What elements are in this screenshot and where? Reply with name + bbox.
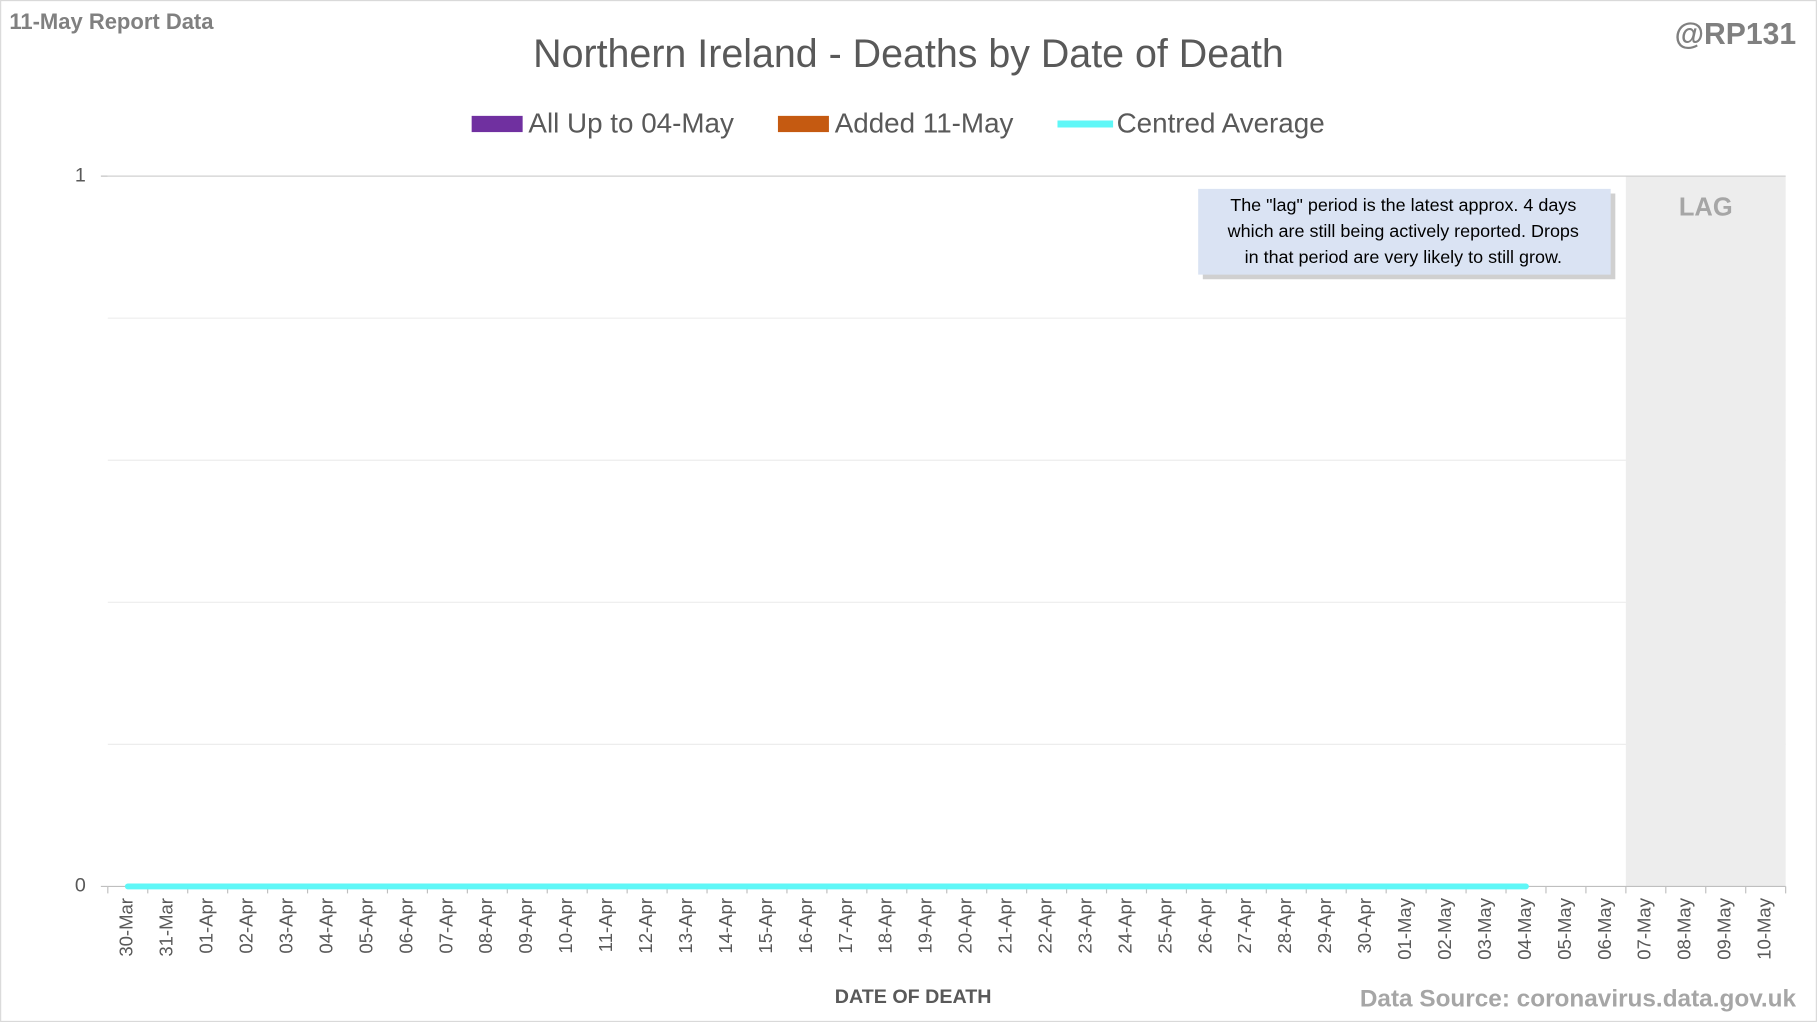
x-tick-label: 11-Apr bbox=[595, 898, 616, 952]
annotation-box bbox=[1198, 188, 1611, 275]
x-tick-label: 01-Apr bbox=[196, 898, 217, 954]
x-tick-label: 04-Apr bbox=[315, 898, 336, 954]
x-tick-label: 29-Apr bbox=[1314, 898, 1335, 954]
legend-swatch bbox=[777, 115, 829, 133]
x-tick-label: 24-Apr bbox=[1114, 898, 1135, 954]
x-tick-label: 06-Apr bbox=[395, 898, 416, 954]
legend-swatch bbox=[471, 115, 523, 133]
x-tick-label: 10-May bbox=[1754, 897, 1775, 959]
source: Data Source: coronavirus.data.gov.uk bbox=[1360, 985, 1797, 1012]
x-tick-label: 31-Mar bbox=[156, 898, 177, 957]
x-tick-label: 09-May bbox=[1714, 897, 1735, 959]
x-tick-label: 28-Apr bbox=[1274, 898, 1295, 954]
x-tick-label: 09-Apr bbox=[515, 898, 536, 954]
x-tick-label: 15-Apr bbox=[755, 898, 776, 954]
x-tick-label: 03-Apr bbox=[275, 898, 296, 954]
lag-region bbox=[1625, 176, 1786, 887]
x-tick-label: 20-Apr bbox=[955, 898, 976, 954]
chart-title: Northern Ireland - Deaths by Date of Dea… bbox=[533, 32, 1284, 76]
x-tick-label: 27-Apr bbox=[1234, 898, 1255, 954]
annotation: The "lag" period is the latest approx. 4… bbox=[1198, 188, 1616, 280]
x-tick-label: 07-May bbox=[1634, 897, 1655, 959]
x-tick-label: 02-Apr bbox=[236, 898, 257, 954]
x-tick-label: 08-May bbox=[1674, 897, 1695, 959]
y-tick-label: 0 bbox=[75, 875, 86, 897]
x-tick-label: 19-Apr bbox=[915, 898, 936, 954]
corner-label: 11-May Report Data bbox=[9, 9, 214, 34]
x-tick-label: 23-Apr bbox=[1074, 898, 1095, 954]
x-tick-label: 02-May bbox=[1434, 897, 1455, 959]
handle: @RP131 bbox=[1675, 18, 1796, 51]
legend-item: All Up to 04-May bbox=[471, 107, 734, 138]
x-tick-label: 26-Apr bbox=[1194, 898, 1215, 954]
legend-label: Added 11-May bbox=[835, 107, 1014, 138]
legend-item: Added 11-May bbox=[777, 107, 1014, 138]
x-tick-label: 12-Apr bbox=[635, 898, 656, 954]
annotation-text: in that period are very likely to still … bbox=[1245, 247, 1562, 267]
x-tick-label: 18-Apr bbox=[875, 898, 896, 954]
x-tick-label: 05-May bbox=[1554, 897, 1575, 959]
x-tick-label: 21-Apr bbox=[995, 898, 1016, 954]
x-tick-label: 06-May bbox=[1594, 897, 1615, 959]
x-tick-label: 04-May bbox=[1514, 897, 1535, 959]
annotation-text: which are still being actively reported.… bbox=[1227, 221, 1579, 241]
y-tick-label: 1 bbox=[75, 164, 86, 186]
x-tick-label: 30-Mar bbox=[116, 898, 137, 957]
x-tick-label: 01-May bbox=[1394, 897, 1415, 959]
lag-label: LAG bbox=[1679, 193, 1733, 221]
x-tick-label: 17-Apr bbox=[835, 898, 856, 954]
legend-item: Centred Average bbox=[1057, 107, 1325, 138]
x-axis-label: DATE OF DEATH bbox=[835, 986, 992, 1008]
annotation-text: The "lag" period is the latest approx. 4… bbox=[1230, 195, 1576, 215]
x-tick-label: 08-Apr bbox=[475, 898, 496, 954]
x-tick-label: 16-Apr bbox=[795, 898, 816, 954]
x-tick-label: 22-Apr bbox=[1035, 898, 1056, 954]
x-tick-label: 13-Apr bbox=[675, 898, 696, 954]
x-tick-label: 25-Apr bbox=[1154, 898, 1175, 954]
x-tick-label: 10-Apr bbox=[555, 898, 576, 954]
x-tick-label: 05-Apr bbox=[355, 898, 376, 954]
legend-label: Centred Average bbox=[1117, 107, 1325, 138]
x-tick-label: 14-Apr bbox=[715, 898, 736, 954]
legend-label: All Up to 04-May bbox=[528, 107, 734, 138]
x-tick-label: 03-May bbox=[1474, 897, 1495, 959]
x-tick-label: 30-Apr bbox=[1354, 898, 1375, 954]
x-tick-label: 07-Apr bbox=[435, 898, 456, 954]
